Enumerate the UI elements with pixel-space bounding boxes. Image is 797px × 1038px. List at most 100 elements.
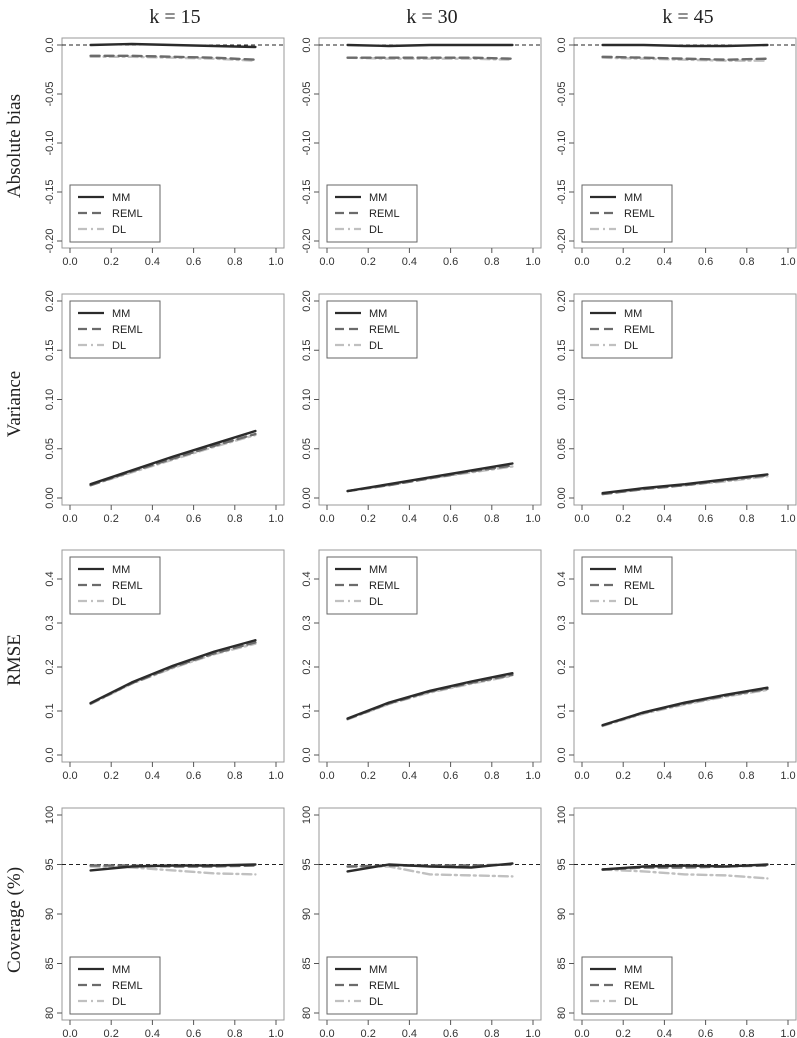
x-tick-label: 0.8 (227, 770, 242, 782)
x-tick-label: 1.0 (525, 513, 540, 525)
x-tick-label: 0.4 (145, 770, 160, 782)
x-tick-label: 0.4 (145, 513, 160, 525)
y-tick-label: 0.0 (556, 747, 568, 762)
x-tick-label: 0.8 (739, 770, 754, 782)
legend: MM REML DL (581, 956, 673, 1015)
x-tick-label: 1.0 (780, 1028, 795, 1038)
y-tick-label: -0.10 (556, 130, 568, 155)
y-tick-label: -0.20 (44, 228, 56, 253)
series-line-reml (601, 55, 769, 61)
series-line-reml (346, 56, 514, 60)
legend-box (69, 556, 161, 615)
y-tick-label: 100 (556, 806, 568, 824)
y-tick-label: 0.20 (301, 290, 313, 311)
y-tick-label: 95 (556, 858, 568, 870)
y-tick-label: 80 (44, 1007, 56, 1019)
y-tick-label: 80 (556, 1007, 568, 1019)
y-tick-label: 0.20 (556, 290, 568, 311)
x-tick-label: 0.6 (186, 513, 201, 525)
x-tick-label: 0.8 (484, 256, 499, 268)
legend: MM REML DL (581, 556, 673, 615)
y-tick-label: 90 (301, 908, 313, 920)
x-tick-label: 1.0 (780, 513, 795, 525)
x-tick-label: 0.4 (145, 1028, 160, 1038)
legend: MM REML DL (69, 556, 161, 615)
x-tick-label: 0.2 (361, 770, 376, 782)
y-tick-label: -0.05 (556, 81, 568, 106)
legend-label-mm: MM (369, 192, 387, 204)
legend: MM REML DL (326, 956, 418, 1015)
x-tick-label: 0.2 (616, 770, 631, 782)
y-tick-label: 90 (556, 908, 568, 920)
y-tick-label: 0.15 (301, 340, 313, 361)
legend: MM REML DL (326, 300, 418, 359)
panel-absolute-bias-k-45: 0.0 0.2 0.4 0.6 0.8 1.0 0.0 -0.05 -0.10 -0.15 -0.2… (556, 37, 797, 268)
x-tick-label: 0.6 (698, 513, 713, 525)
y-tick-label: 100 (301, 806, 313, 824)
x-tick-label: 1.0 (525, 256, 540, 268)
y-tick-label: 0.00 (301, 487, 313, 508)
y-tick-label: -0.20 (556, 228, 568, 253)
y-tick-label: 0.2 (301, 659, 313, 674)
x-tick-label: 0.4 (402, 256, 417, 268)
y-tick-label: -0.20 (301, 228, 313, 253)
x-tick-label: 0.6 (443, 513, 458, 525)
y-tick-label: 0.0 (556, 37, 568, 52)
x-tick-label: 0.6 (698, 1028, 713, 1038)
y-tick-label: 85 (301, 957, 313, 969)
legend-label-reml: REML (112, 580, 143, 592)
legend-label-mm: MM (112, 308, 130, 320)
legend-label-mm: MM (112, 192, 130, 204)
x-tick-label: 0.6 (186, 770, 201, 782)
panel-rmse-k-45: 0.0 0.2 0.4 0.6 0.8 1.0 0.0 0.1 0.2 0.3 0.4 MM REML D… (556, 549, 797, 782)
x-tick-label: 0.0 (574, 513, 589, 525)
y-tick-label: 0.4 (44, 571, 56, 586)
x-tick-label: 0.2 (361, 1028, 376, 1038)
y-tick-label: -0.10 (301, 130, 313, 155)
y-tick-label: 0.0 (301, 37, 313, 52)
column-title-k30: k = 30 (406, 6, 457, 28)
y-tick-label: 0.0 (44, 37, 56, 52)
series-line-mm (89, 42, 257, 49)
x-tick-label: 0.0 (62, 513, 77, 525)
y-tick-label: 0.15 (44, 340, 56, 361)
panel-absolute-bias-k-15: 0.0 0.2 0.4 0.6 0.8 1.0 0.0 -0.05 -0.10 -0.15 -0.2… (44, 37, 285, 268)
series-line-mm (346, 862, 514, 873)
x-tick-label: 0.2 (616, 513, 631, 525)
legend-label-mm: MM (369, 964, 387, 976)
legend-box (581, 184, 673, 243)
x-tick-label: 0.2 (361, 256, 376, 268)
row-title-rmse: RMSE (4, 634, 25, 686)
x-tick-label: 1.0 (525, 770, 540, 782)
x-tick-label: 0.8 (739, 256, 754, 268)
x-tick-label: 0.6 (443, 1028, 458, 1038)
legend-label-reml: REML (624, 980, 655, 992)
x-tick-label: 0.6 (443, 256, 458, 268)
legend-label-reml: REML (369, 980, 400, 992)
series-line-mm (89, 639, 257, 705)
x-tick-label: 1.0 (268, 770, 283, 782)
y-tick-label: 0.10 (44, 389, 56, 410)
legend: MM REML DL (69, 184, 161, 243)
panel-absolute-bias-k-30: 0.0 0.2 0.4 0.6 0.8 1.0 0.0 -0.05 -0.10 -0.15 -0.2… (301, 37, 542, 268)
legend-label-mm: MM (369, 308, 387, 320)
x-tick-label: 0.4 (402, 513, 417, 525)
x-tick-label: 0.8 (227, 256, 242, 268)
x-tick-label: 1.0 (525, 1028, 540, 1038)
x-tick-label: 0.0 (319, 1028, 334, 1038)
panel-variance-k-15: 0.0 0.2 0.4 0.6 0.8 1.0 0.00 0.05 0.10 0.15 0.20 MM… (44, 290, 285, 525)
x-tick-label: 0.8 (484, 513, 499, 525)
x-tick-label: 0.2 (104, 513, 119, 525)
y-tick-label: 0.4 (556, 571, 568, 586)
x-tick-label: 0.2 (361, 513, 376, 525)
y-tick-label: 0.2 (44, 659, 56, 674)
panel-rmse-k-15: 0.0 0.2 0.4 0.6 0.8 1.0 0.0 0.1 0.2 0.3 0.4 MM REML D… (44, 549, 285, 782)
column-title-k45: k = 45 (662, 6, 713, 28)
y-tick-label: 0.10 (556, 389, 568, 410)
legend: MM REML DL (69, 300, 161, 359)
x-tick-label: 1.0 (268, 1028, 283, 1038)
y-tick-label: -0.10 (44, 130, 56, 155)
x-tick-label: 0.4 (657, 770, 672, 782)
x-tick-label: 0.2 (616, 1028, 631, 1038)
